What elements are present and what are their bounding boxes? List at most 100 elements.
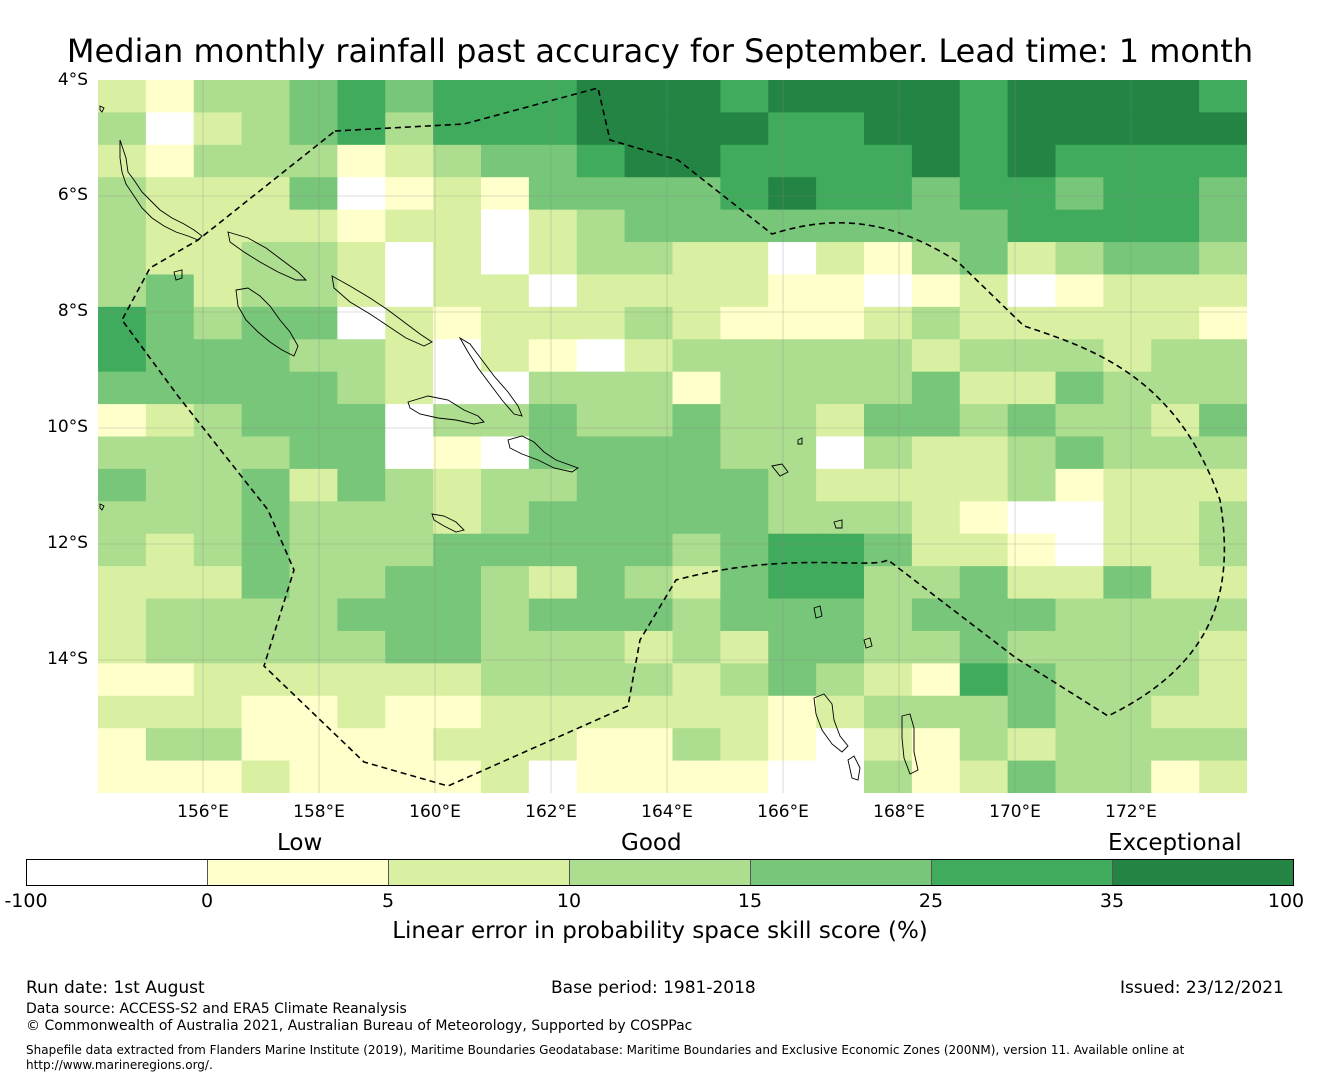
- skill-cell: [337, 663, 386, 697]
- skill-cell: [720, 339, 769, 373]
- skill-cell: [768, 404, 817, 438]
- skill-cell: [1055, 533, 1104, 567]
- skill-cell: [1007, 177, 1057, 211]
- skill-cell: [864, 728, 913, 762]
- skill-cell: [385, 339, 434, 373]
- skill-cell: [720, 695, 769, 729]
- skill-cell: [528, 436, 578, 470]
- rennell-coast: [431, 513, 465, 533]
- skill-cell: [289, 209, 338, 243]
- skill-cell: [1055, 663, 1104, 697]
- skill-cell: [720, 566, 769, 600]
- skill-cell: [624, 501, 674, 535]
- skill-cell: [289, 436, 338, 470]
- skill-cell: [98, 760, 147, 793]
- skill-cell: [337, 630, 386, 664]
- skill-cell: [1055, 306, 1104, 340]
- skill-cell: [911, 728, 961, 762]
- skill-cell: [385, 80, 434, 114]
- skill-cell: [864, 760, 913, 793]
- skill-cell: [864, 112, 913, 146]
- skill-cell: [816, 501, 865, 535]
- skill-cell: [193, 598, 243, 632]
- skill-cell: [1055, 468, 1104, 502]
- skill-cell: [528, 177, 578, 211]
- lon-label-164e: 164°E: [641, 802, 693, 822]
- skill-cell: [1199, 663, 1247, 697]
- skill-cell: [816, 242, 865, 276]
- skill-cell: [337, 436, 386, 470]
- skill-cell: [1007, 760, 1057, 793]
- skill-cell: [385, 728, 434, 762]
- skill-cell: [624, 566, 674, 600]
- skill-cell: [720, 630, 769, 664]
- skill-cell: [864, 242, 913, 276]
- skill-cell: [145, 80, 195, 114]
- isabel-coast: [331, 275, 433, 347]
- skill-cell: [98, 468, 147, 502]
- skill-cell: [576, 80, 626, 114]
- skill-cell: [672, 242, 721, 276]
- skill-cell: [528, 371, 578, 405]
- skill-cell: [672, 695, 721, 729]
- skill-cell: [433, 630, 482, 664]
- colorbar-tick-100: 100: [1267, 890, 1305, 912]
- skill-cell: [768, 177, 817, 211]
- lat-label-12s: 12°S: [47, 533, 88, 553]
- skill-cell: [624, 144, 674, 178]
- skill-cell: [193, 728, 243, 762]
- skill-cell: [289, 144, 338, 178]
- skill-cell: [528, 566, 578, 600]
- skill-cell: [672, 501, 721, 535]
- guadalcanal-coast: [407, 395, 485, 425]
- skill-cell: [911, 339, 961, 373]
- colorbar: [26, 859, 1294, 886]
- skill-cell: [481, 404, 530, 438]
- skill-cell: [959, 404, 1009, 438]
- skill-cell: [1151, 404, 1200, 438]
- skill-cell: [1151, 728, 1200, 762]
- skill-cell: [337, 566, 386, 600]
- colorbar-segment: [27, 860, 208, 885]
- skill-cell: [385, 209, 434, 243]
- skill-cell: [98, 80, 147, 114]
- skill-cell: [145, 728, 195, 762]
- skill-cell: [1103, 566, 1152, 600]
- skill-cell: [1151, 630, 1200, 664]
- skill-cell: [1199, 209, 1247, 243]
- skill-cell: [816, 663, 865, 697]
- colorbar-tick-25: 25: [918, 890, 944, 912]
- skill-cell: [98, 630, 147, 664]
- skill-cell: [433, 209, 482, 243]
- skill-cell: [1199, 242, 1247, 276]
- skill-cell: [959, 209, 1009, 243]
- skill-cell: [1055, 274, 1104, 308]
- skill-cell: [528, 112, 578, 146]
- skill-cell: [864, 274, 913, 308]
- skill-cell: [624, 598, 674, 632]
- skill-cell: [481, 436, 530, 470]
- eez-boundaries: [121, 87, 1226, 787]
- skill-cell: [720, 371, 769, 405]
- skill-cell: [528, 274, 578, 308]
- skill-cell: [1103, 468, 1152, 502]
- skill-cell: [433, 760, 482, 793]
- skill-cell: [385, 242, 434, 276]
- skill-cell: [1103, 760, 1152, 793]
- skill-cell: [289, 177, 338, 211]
- skill-cell: [337, 242, 386, 276]
- skill-cell: [816, 112, 865, 146]
- skill-cell: [576, 436, 626, 470]
- skill-cell: [624, 80, 674, 114]
- skill-cell: [1151, 598, 1200, 632]
- skill-cell: [193, 663, 243, 697]
- skill-cell: [145, 566, 195, 600]
- skill-cell: [1007, 339, 1057, 373]
- skill-cell: [528, 760, 578, 793]
- makira-coast: [507, 435, 579, 473]
- skill-cell: [433, 566, 482, 600]
- copyright: © Commonwealth of Australia 2021, Austra…: [26, 1018, 693, 1034]
- skill-cell: [576, 306, 626, 340]
- skill-cell: [864, 80, 913, 114]
- eez-solomon-islands: [121, 87, 1226, 787]
